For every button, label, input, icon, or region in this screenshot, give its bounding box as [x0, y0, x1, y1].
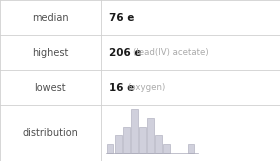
Bar — [147, 118, 154, 153]
Bar — [164, 144, 170, 153]
Bar — [115, 135, 122, 153]
Text: (lead(IV) acetate): (lead(IV) acetate) — [133, 48, 209, 57]
Text: 76 e: 76 e — [109, 13, 134, 23]
Text: 16 e: 16 e — [109, 82, 134, 93]
Text: 206 e: 206 e — [109, 47, 141, 57]
Text: highest: highest — [32, 47, 69, 57]
Bar — [107, 144, 113, 153]
Bar — [188, 144, 194, 153]
Bar — [139, 127, 146, 153]
Text: median: median — [32, 13, 69, 23]
Bar — [123, 127, 130, 153]
Bar — [155, 135, 162, 153]
Text: distribution: distribution — [22, 128, 78, 138]
Text: lowest: lowest — [35, 82, 66, 93]
Text: (oxygen): (oxygen) — [127, 83, 166, 92]
Bar — [131, 109, 138, 153]
